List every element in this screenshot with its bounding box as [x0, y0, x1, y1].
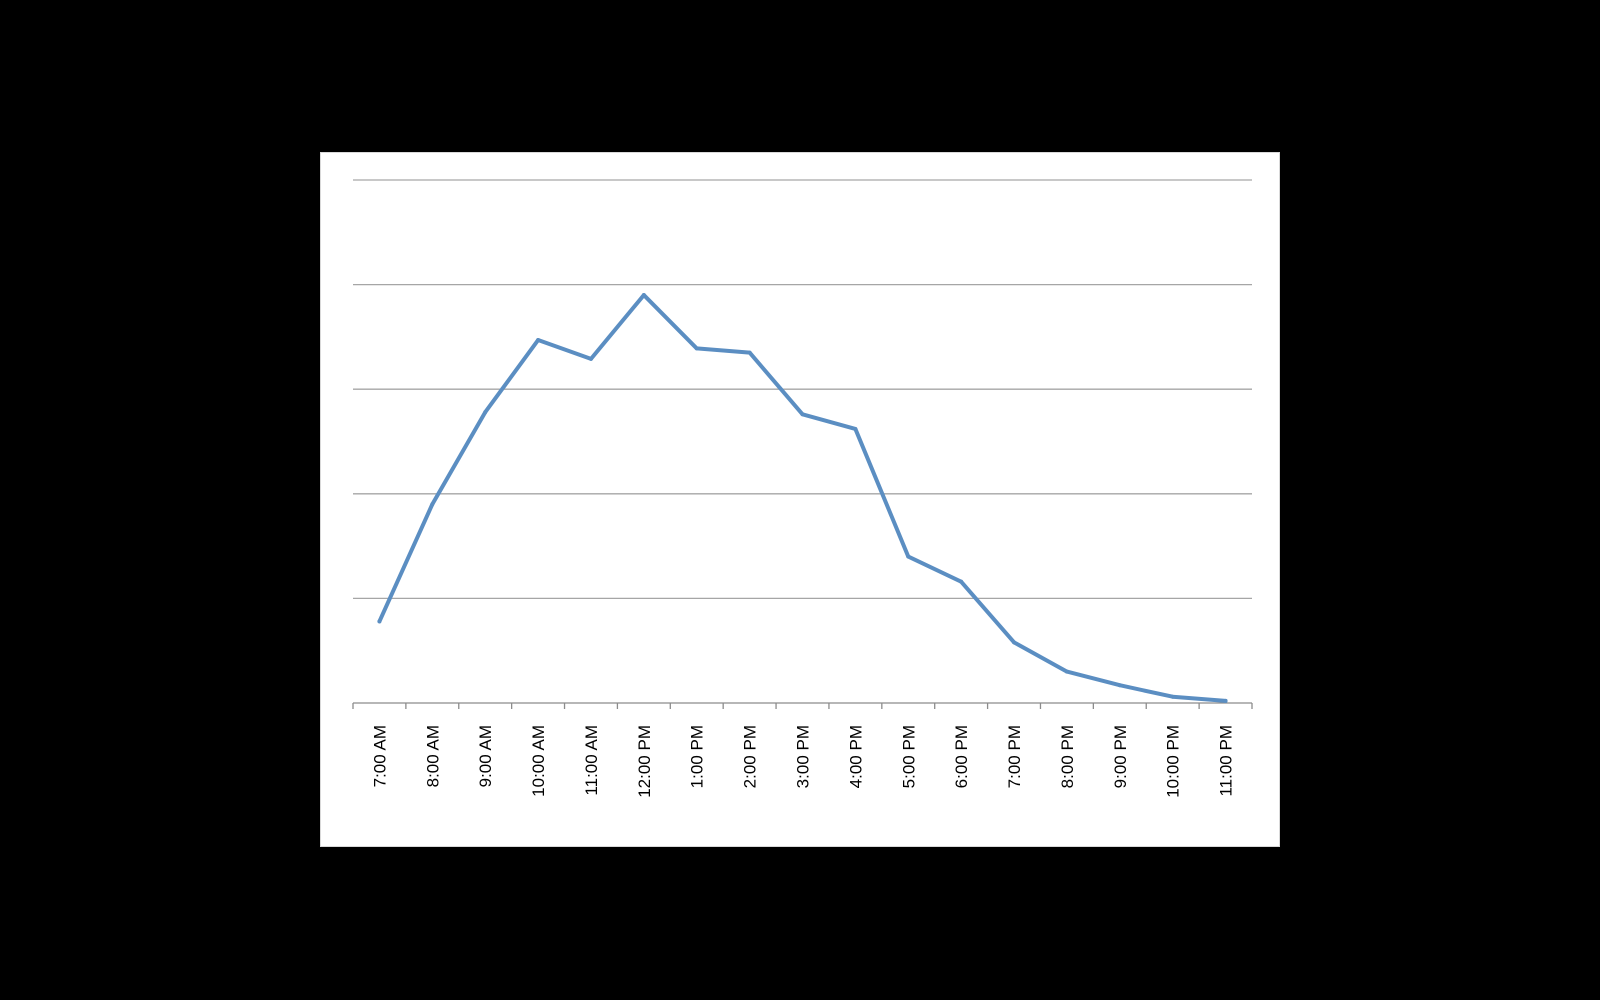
- series-line: [377, 293, 1228, 703]
- data-point: [1117, 683, 1122, 688]
- series-layer: [377, 293, 1228, 703]
- data-point: [906, 554, 911, 559]
- x-tick-label: 3:00 PM: [794, 725, 813, 788]
- x-tick-label: 8:00 AM: [423, 725, 442, 787]
- data-point: [377, 619, 382, 624]
- data-point: [1170, 694, 1175, 699]
- chart-panel: 7:00 AM 8:00 AM 9:00 AM 10:00 AM 11:00 AM 12:…: [320, 152, 1280, 847]
- x-tick-label: 11:00 AM: [582, 725, 601, 796]
- data-point: [853, 426, 858, 431]
- x-tick-label: 9:00 AM: [476, 725, 495, 787]
- data-point: [1064, 669, 1069, 674]
- data-point: [1012, 640, 1017, 645]
- x-tick-label: 8:00 PM: [1058, 725, 1077, 788]
- data-point: [536, 338, 541, 343]
- x-tick-label: 11:00 PM: [1217, 725, 1236, 797]
- data-point: [588, 356, 593, 361]
- x-tick-labels: 7:00 AM 8:00 AM 9:00 AM 10:00 AM 11:00 AM 12:…: [370, 725, 1235, 798]
- x-axis: [352, 702, 1253, 709]
- x-tick-label: 7:00 AM: [370, 725, 389, 787]
- gridlines: [353, 179, 1252, 600]
- x-tick-label: 2:00 PM: [741, 725, 760, 788]
- x-tick-label: 6:00 PM: [952, 725, 971, 788]
- data-point: [483, 410, 488, 415]
- x-tick-label: 10:00 AM: [529, 725, 548, 797]
- x-tick-label: 10:00 PM: [1164, 725, 1183, 798]
- data-point: [747, 350, 752, 355]
- data-point: [800, 412, 805, 417]
- x-tick-label: 1:00 PM: [688, 725, 707, 788]
- data-point: [1223, 698, 1228, 703]
- x-tick-label: 7:00 PM: [1005, 725, 1024, 788]
- x-tick-label: 12:00 PM: [635, 725, 654, 798]
- data-point: [641, 293, 646, 298]
- data-point: [959, 579, 964, 584]
- line-chart: 7:00 AM 8:00 AM 9:00 AM 10:00 AM 11:00 AM 12:…: [352, 179, 1253, 798]
- x-tick-label: 9:00 PM: [1111, 725, 1130, 788]
- data-point: [430, 502, 435, 507]
- x-tick-label: 5:00 PM: [899, 725, 918, 788]
- x-tick-label: 4:00 PM: [846, 725, 865, 788]
- data-point: [694, 346, 699, 351]
